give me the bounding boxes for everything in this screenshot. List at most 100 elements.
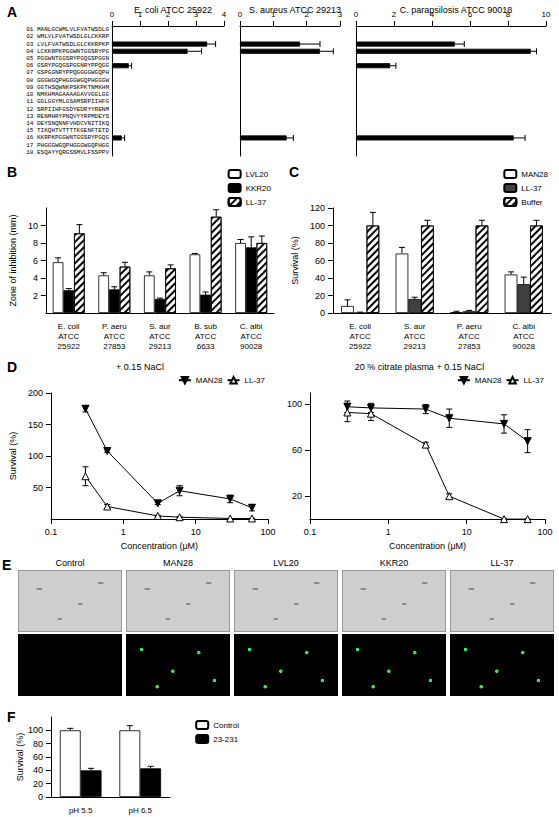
svg-text:04 LCKKRPKPGGWNTGGSRYPG: 04 LCKKRPKPGGWNTGGSRYPG xyxy=(26,48,109,55)
svg-text:4: 4 xyxy=(222,10,227,19)
svg-text:LL-37: LL-37 xyxy=(524,376,545,385)
svg-text:C. albi: C. albi xyxy=(240,322,263,331)
svg-text:1: 1 xyxy=(121,527,126,537)
svg-text:ATCC: ATCC xyxy=(459,332,480,341)
svg-text:20: 20 xyxy=(33,779,43,789)
svg-text:LVL20: LVL20 xyxy=(246,170,269,179)
svg-text:27853: 27853 xyxy=(103,342,126,351)
svg-text:13 RENMHRYPNQVYYRPMDEYS: 13 RENMHRYPNQVYYRPMDEYS xyxy=(26,113,109,120)
svg-text:0: 0 xyxy=(354,10,359,19)
svg-text:10: 10 xyxy=(462,527,472,537)
svg-text:LL-37: LL-37 xyxy=(245,376,266,385)
svg-text:ATCC: ATCC xyxy=(58,332,79,341)
svg-text:0: 0 xyxy=(238,10,243,19)
svg-text:20: 20 xyxy=(292,491,302,501)
svg-text:150: 150 xyxy=(28,420,43,430)
svg-text:07 GSPGGNRYPPQGGGGWGQPH: 07 GSPGGNRYPPQGGGGWGQPH xyxy=(26,69,109,76)
svg-text:P. aeru: P. aeru xyxy=(102,322,127,331)
svg-text:29213: 29213 xyxy=(149,342,172,351)
svg-text:20 % citrate plasma + 0.15 NaC: 20 % citrate plasma + 0.15 NaCl xyxy=(355,362,484,372)
svg-text:B: B xyxy=(7,164,17,180)
svg-text:18 ESQAYYQRGSSMVLFSSPPV: 18 ESQAYYQRGSSMVLFSSPPV xyxy=(26,149,109,156)
svg-text:4: 4 xyxy=(33,273,38,283)
svg-text:10 NMKHMAGAAAAGAVVGGLGG: 10 NMKHMAGAAAAGAVVGGLGG xyxy=(26,91,109,98)
svg-text:08 GGGWGQPHGGGWGQPHGGGW: 08 GGGWGQPHGGGWGQPHGGGW xyxy=(26,77,109,84)
svg-text:29213: 29213 xyxy=(404,342,427,351)
svg-text:60: 60 xyxy=(33,752,43,762)
svg-text:100: 100 xyxy=(260,527,275,537)
svg-text:60: 60 xyxy=(315,256,325,266)
svg-text:100: 100 xyxy=(28,451,43,461)
svg-text:C. albi: C. albi xyxy=(512,322,535,331)
svg-text:Survival (%): Survival (%) xyxy=(290,236,300,285)
svg-text:MAN28: MAN28 xyxy=(475,376,502,385)
svg-text:D: D xyxy=(7,359,17,375)
svg-text:100: 100 xyxy=(537,527,552,537)
svg-text:E. coli: E. coli xyxy=(349,322,371,331)
svg-text:17 PHGGGWGQPHGGGWGQPHGG: 17 PHGGGWGQPHGGGWGQPHGG xyxy=(26,142,109,149)
svg-text:0: 0 xyxy=(320,308,325,318)
svg-text:40: 40 xyxy=(33,765,43,775)
svg-text:80: 80 xyxy=(315,238,325,248)
svg-text:100: 100 xyxy=(287,399,302,409)
svg-text:02 WMLVLFVATWSDLGLCKKRP: 02 WMLVLFVATWSDLGLCKKRP xyxy=(26,33,109,40)
svg-text:8: 8 xyxy=(33,238,38,248)
svg-text:15 TIKQHTVTTTTKGENFTETD: 15 TIKQHTVTTTTKGENFTETD xyxy=(26,127,109,134)
svg-text:100: 100 xyxy=(310,221,325,231)
svg-text:B. sub: B. sub xyxy=(194,322,217,331)
svg-text:MAN28: MAN28 xyxy=(196,376,223,385)
svg-text:Survival (%): Survival (%) xyxy=(15,733,25,782)
svg-text:MAN28: MAN28 xyxy=(521,170,548,179)
svg-text:03 LVLFVATWSDLGLCKKRPKP: 03 LVLFVATWSDLGLCKKRPKP xyxy=(26,41,109,48)
svg-text:200: 200 xyxy=(28,388,43,398)
svg-text:2: 2 xyxy=(392,10,397,19)
svg-text:12 SRPIIHFGSDYEDRYYRENM: 12 SRPIIHFGSDYEDRYYRENM xyxy=(26,106,109,113)
svg-text:90028: 90028 xyxy=(240,342,263,351)
svg-text:20: 20 xyxy=(315,291,325,301)
svg-text:23-231: 23-231 xyxy=(213,735,238,744)
svg-text:E. coli: E. coli xyxy=(58,322,80,331)
svg-text:0.1: 0.1 xyxy=(45,527,58,537)
svg-text:Concentration (μM): Concentration (μM) xyxy=(389,541,466,551)
svg-text:C: C xyxy=(289,164,299,180)
svg-text:40: 40 xyxy=(315,273,325,283)
svg-text:S. aur: S. aur xyxy=(149,322,171,331)
svg-text:25922: 25922 xyxy=(58,342,81,351)
svg-text:C. parapsilosis ATCC 90018: C. parapsilosis ATCC 90018 xyxy=(400,5,512,15)
svg-text:S. aur: S. aur xyxy=(404,322,426,331)
svg-text:6633: 6633 xyxy=(197,342,215,351)
svg-text:pH 5.5: pH 5.5 xyxy=(69,806,93,815)
svg-text:pH 6.5: pH 6.5 xyxy=(128,806,152,815)
svg-text:ATCC: ATCC xyxy=(513,332,534,341)
svg-text:27853: 27853 xyxy=(458,342,481,351)
svg-text:ATCC: ATCC xyxy=(104,332,125,341)
svg-text:Control: Control xyxy=(213,721,239,730)
svg-text:50: 50 xyxy=(33,483,43,493)
svg-text:90028: 90028 xyxy=(513,342,536,351)
svg-text:10: 10 xyxy=(191,527,201,537)
svg-text:16 KKRPKPGGWNTGGSRYPGQG: 16 KKRPKPGGWNTGGSRYPGQG xyxy=(26,134,109,141)
svg-text:S. aureus ATCC 29213: S. aureus ATCC 29213 xyxy=(249,5,341,15)
svg-text:0.1: 0.1 xyxy=(304,527,317,537)
svg-text:01 MANLGCWMLVLFVATWSDLG: 01 MANLGCWMLVLFVATWSDLG xyxy=(26,26,109,33)
svg-text:+ 0.15 NaCl: + 0.15 NaCl xyxy=(116,362,164,372)
svg-text:09 GGTHSQWNKPSKPKTNMKHM: 09 GGTHSQWNKPSKPKTNMKHM xyxy=(26,84,109,91)
svg-text:0: 0 xyxy=(38,792,43,802)
svg-text:05 PGGWNTGGSRYPGQGSPGGN: 05 PGGWNTGGSRYPGQGSPGGN xyxy=(26,55,109,62)
svg-text:ATCC: ATCC xyxy=(149,332,170,341)
svg-text:10: 10 xyxy=(28,221,38,231)
svg-text:100: 100 xyxy=(28,725,43,735)
svg-text:A: A xyxy=(7,4,17,20)
svg-text:14 DEYSNQNNFVHDCVNITIKQ: 14 DEYSNQNNFVHDCVNITIKQ xyxy=(26,120,109,127)
svg-text:2: 2 xyxy=(33,291,38,301)
svg-text:1: 1 xyxy=(386,527,391,537)
svg-text:11 GGLGGYMLGSAMSRPIIHFG: 11 GGLGGYMLGSAMSRPIIHFG xyxy=(26,98,109,105)
svg-text:ATCC: ATCC xyxy=(350,332,371,341)
svg-text:Survival (%): Survival (%) xyxy=(8,432,18,481)
svg-text:6: 6 xyxy=(33,256,38,266)
svg-text:10: 10 xyxy=(542,10,551,19)
svg-text:0: 0 xyxy=(110,10,115,19)
svg-text:E. coli ATCC 25922: E. coli ATCC 25922 xyxy=(134,5,212,15)
svg-text:06 GSRYPGQGSPGGNRYPPQGG: 06 GSRYPGQGSPGGNRYPPQGG xyxy=(26,62,109,69)
svg-text:LL-37: LL-37 xyxy=(246,198,267,207)
